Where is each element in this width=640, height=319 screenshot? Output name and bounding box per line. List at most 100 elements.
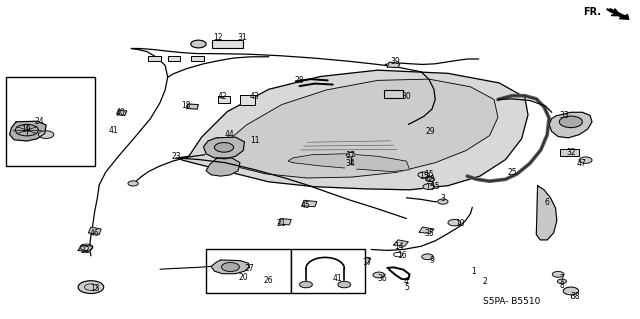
Text: 9: 9 bbox=[429, 256, 435, 265]
Text: 36: 36 bbox=[378, 274, 388, 283]
Polygon shape bbox=[204, 137, 244, 159]
Text: 35: 35 bbox=[424, 229, 434, 238]
Polygon shape bbox=[206, 158, 240, 176]
Circle shape bbox=[418, 172, 429, 178]
Circle shape bbox=[346, 166, 356, 171]
Text: 10: 10 bbox=[454, 219, 465, 228]
Text: 23: 23 bbox=[171, 152, 181, 161]
Text: 24: 24 bbox=[35, 117, 45, 126]
Polygon shape bbox=[302, 200, 317, 207]
Text: 40: 40 bbox=[115, 108, 125, 117]
FancyBboxPatch shape bbox=[240, 95, 255, 105]
Polygon shape bbox=[10, 121, 46, 141]
Polygon shape bbox=[178, 70, 528, 190]
FancyBboxPatch shape bbox=[168, 56, 180, 61]
Polygon shape bbox=[419, 227, 434, 234]
FancyBboxPatch shape bbox=[148, 56, 161, 61]
Polygon shape bbox=[394, 240, 408, 246]
Text: 32: 32 bbox=[566, 148, 576, 157]
Text: 1: 1 bbox=[471, 267, 476, 276]
Text: 30: 30 bbox=[401, 92, 412, 101]
Polygon shape bbox=[288, 154, 410, 172]
FancyBboxPatch shape bbox=[6, 77, 95, 166]
Circle shape bbox=[552, 271, 564, 277]
Polygon shape bbox=[88, 227, 101, 234]
Text: 33: 33 bbox=[559, 111, 570, 120]
Circle shape bbox=[221, 263, 239, 271]
Circle shape bbox=[559, 116, 582, 128]
Circle shape bbox=[38, 131, 54, 138]
Polygon shape bbox=[210, 79, 498, 178]
Text: 7: 7 bbox=[559, 274, 564, 283]
FancyBboxPatch shape bbox=[291, 249, 365, 293]
Circle shape bbox=[438, 199, 448, 204]
Polygon shape bbox=[117, 110, 127, 115]
Polygon shape bbox=[211, 260, 250, 274]
Polygon shape bbox=[549, 112, 592, 138]
Text: 41: 41 bbox=[109, 126, 119, 135]
Circle shape bbox=[78, 281, 104, 293]
Circle shape bbox=[346, 152, 355, 157]
Text: 14: 14 bbox=[394, 242, 404, 251]
FancyBboxPatch shape bbox=[218, 96, 230, 103]
Text: 13: 13 bbox=[90, 284, 100, 293]
Text: 15: 15 bbox=[425, 183, 435, 192]
Text: 47: 47 bbox=[576, 159, 586, 168]
Text: 44: 44 bbox=[224, 130, 234, 139]
Circle shape bbox=[300, 281, 312, 288]
Text: 11: 11 bbox=[250, 137, 259, 145]
Text: 27: 27 bbox=[244, 264, 255, 273]
Text: 3: 3 bbox=[440, 194, 445, 203]
Polygon shape bbox=[187, 104, 198, 109]
Circle shape bbox=[557, 279, 566, 284]
Text: 15: 15 bbox=[419, 172, 429, 181]
Circle shape bbox=[214, 143, 234, 152]
Text: 17: 17 bbox=[362, 258, 372, 267]
Polygon shape bbox=[536, 186, 557, 240]
Text: 28: 28 bbox=[295, 76, 304, 85]
Circle shape bbox=[423, 184, 435, 189]
Text: 6: 6 bbox=[545, 198, 550, 207]
Polygon shape bbox=[278, 219, 291, 225]
FancyArrow shape bbox=[608, 9, 628, 19]
FancyBboxPatch shape bbox=[191, 56, 204, 61]
Circle shape bbox=[426, 177, 435, 182]
Text: 42: 42 bbox=[218, 92, 228, 101]
Circle shape bbox=[373, 272, 385, 278]
FancyBboxPatch shape bbox=[206, 249, 291, 293]
Text: S5PA- B5510: S5PA- B5510 bbox=[483, 297, 541, 306]
Text: 5: 5 bbox=[404, 283, 409, 292]
Text: FR.: FR. bbox=[584, 7, 602, 17]
FancyBboxPatch shape bbox=[560, 149, 579, 156]
Circle shape bbox=[338, 281, 351, 288]
Text: 38: 38 bbox=[570, 292, 580, 300]
Text: 31: 31 bbox=[237, 33, 247, 42]
Text: 37: 37 bbox=[346, 151, 356, 160]
Text: 12: 12 bbox=[213, 33, 222, 42]
Text: 2: 2 bbox=[482, 277, 487, 286]
Circle shape bbox=[128, 181, 138, 186]
Circle shape bbox=[579, 157, 592, 163]
Polygon shape bbox=[357, 257, 370, 263]
Text: 20: 20 bbox=[238, 273, 248, 282]
Polygon shape bbox=[387, 62, 400, 68]
Text: 25: 25 bbox=[507, 168, 517, 177]
Text: 8: 8 bbox=[559, 281, 564, 290]
Text: 46: 46 bbox=[90, 229, 100, 238]
Text: 29: 29 bbox=[425, 127, 435, 136]
Text: 34: 34 bbox=[346, 159, 356, 168]
Text: 43: 43 bbox=[250, 92, 260, 101]
Text: 15: 15 bbox=[430, 182, 440, 191]
Text: 39: 39 bbox=[390, 57, 401, 66]
Circle shape bbox=[191, 40, 206, 48]
Text: 41: 41 bbox=[333, 274, 343, 283]
Circle shape bbox=[422, 254, 433, 260]
Circle shape bbox=[448, 219, 461, 226]
Text: 45: 45 bbox=[301, 201, 311, 210]
Polygon shape bbox=[78, 245, 93, 252]
Text: 19: 19 bbox=[20, 125, 31, 134]
Text: 15: 15 bbox=[424, 170, 434, 179]
Text: 16: 16 bbox=[397, 251, 407, 260]
Text: 22: 22 bbox=[81, 246, 90, 255]
Text: 48: 48 bbox=[425, 175, 435, 184]
